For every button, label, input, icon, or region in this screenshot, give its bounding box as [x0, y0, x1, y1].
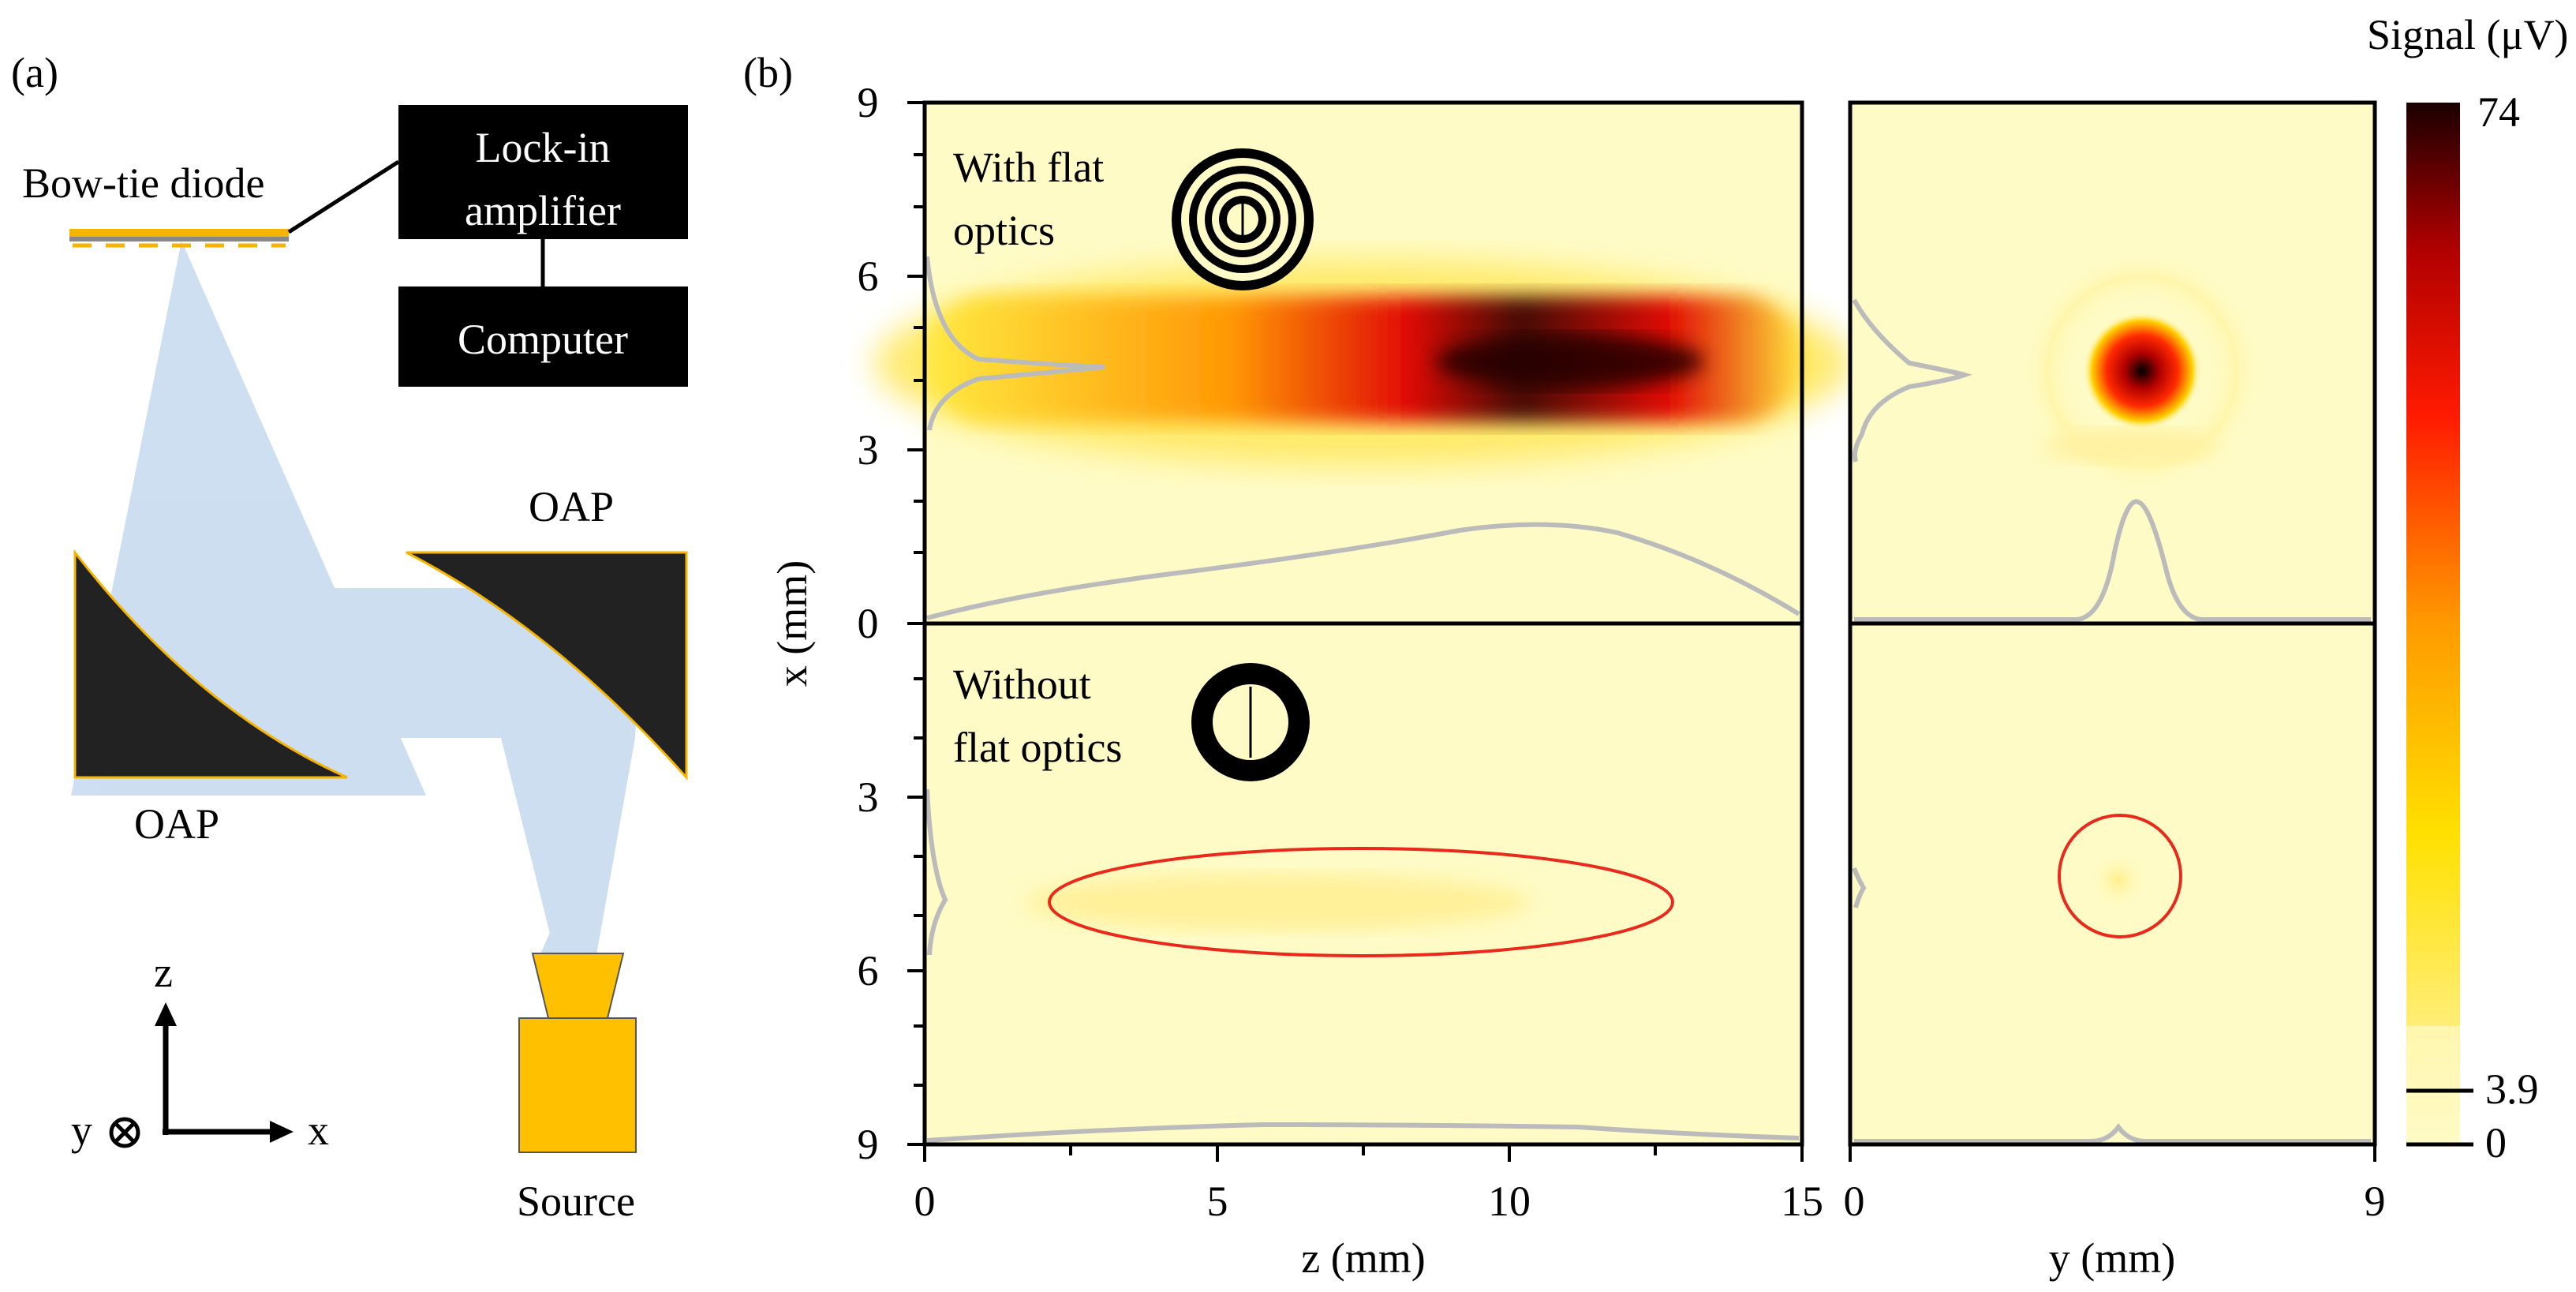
ytick-top-6: 6 [858, 253, 879, 300]
heatmap-without-optics-yx [1848, 621, 2377, 1147]
profile-z-without-optics [926, 1122, 1800, 1143]
left-y-axis [907, 101, 925, 1146]
panel-a-label: (a) [11, 49, 58, 96]
oap-top-label: OAP [529, 483, 614, 530]
left-x-axis [923, 1144, 1804, 1162]
oap-mirror-right [406, 551, 688, 781]
computer-box [398, 286, 688, 387]
source-body [518, 1017, 637, 1153]
profile-y-without-optics [1854, 1122, 2371, 1144]
heatmap-with-optics-yx [1848, 100, 2377, 626]
colorbar-tick-0: 0 [2485, 1119, 2507, 1167]
axis-z-label: z [154, 949, 173, 996]
profile-y-with-optics [1854, 499, 2371, 622]
profile-x-with-optics [925, 256, 1105, 431]
heatmap-with-optics-zx [874, 100, 1853, 626]
colorbar-tick-74: 74 [2477, 88, 2520, 136]
oap-mirror-left [73, 549, 348, 779]
zone-plate-icon [1172, 148, 1314, 290]
profile-x-with-optics-yx [1852, 298, 1972, 462]
colorbar-title: Signal (μV) [2367, 11, 2568, 58]
x-axis-label-z: z (mm) [1301, 1234, 1425, 1282]
detector-label: Bow-tie diode [22, 159, 264, 207]
right-x-axis [1849, 1144, 2376, 1162]
inset-bottom-line1: Without [953, 661, 1091, 708]
heatmap-without-optics-zx [922, 621, 1804, 1147]
inset-top-line2: optics [953, 207, 1055, 254]
oap-bottom-label: OAP [134, 800, 219, 848]
colorbar-tick-3.9: 3.9 [2485, 1065, 2539, 1113]
panel-b-label: (b) [743, 49, 793, 96]
ytick-top-9: 9 [858, 79, 879, 126]
highlight-circle-yx [2058, 814, 2182, 938]
coordinate-axes [109, 1002, 293, 1148]
y-axis-label: x (mm) [768, 560, 816, 687]
xtick-z-10: 10 [1488, 1178, 1531, 1225]
ytick-bottom-6: 6 [858, 947, 879, 994]
ytick-bottom-3: 3 [858, 773, 879, 821]
xtick-z-15: 15 [1781, 1178, 1823, 1225]
ytick-bottom-9: 9 [858, 1121, 879, 1168]
bow-tie-diode [69, 229, 289, 248]
source-label: Source [517, 1178, 635, 1225]
axis-y-label: y [71, 1107, 92, 1154]
panel-a: (a) Bow-tie diode Lock-in amplifier Comp… [11, 49, 688, 1225]
lockin-label-line2: amplifier [465, 187, 621, 234]
xtick-z-5: 5 [1207, 1178, 1228, 1225]
profile-z-with-optics [926, 522, 1800, 620]
ytick-top-3: 3 [858, 426, 879, 474]
profile-x-without-optics [925, 788, 948, 956]
xtick-y-0: 0 [1844, 1178, 1865, 1225]
panel-b: (b) With flat optics [743, 11, 2568, 1282]
source-horn [531, 953, 625, 1019]
computer-label: Computer [458, 316, 628, 363]
xtick-z-0: 0 [914, 1178, 936, 1225]
inset-top-line1: With flat [953, 144, 1104, 191]
axis-x-label: x [308, 1107, 329, 1154]
xtick-y-9: 9 [2365, 1178, 2386, 1225]
inset-bottom-line2: flat optics [953, 724, 1122, 771]
lockin-label-line1: Lock-in [476, 124, 611, 171]
colorbar [2406, 103, 2473, 1147]
profile-x-without-optics-yx [1852, 867, 1867, 908]
x-axis-label-y: y (mm) [2049, 1234, 2175, 1282]
detector-cable [287, 159, 400, 234]
ytick-top-0: 0 [858, 600, 879, 647]
plain-lens-icon [1191, 663, 1310, 781]
highlight-ellipse-zx [1048, 847, 1674, 957]
lockin-amplifier-box [398, 105, 688, 239]
